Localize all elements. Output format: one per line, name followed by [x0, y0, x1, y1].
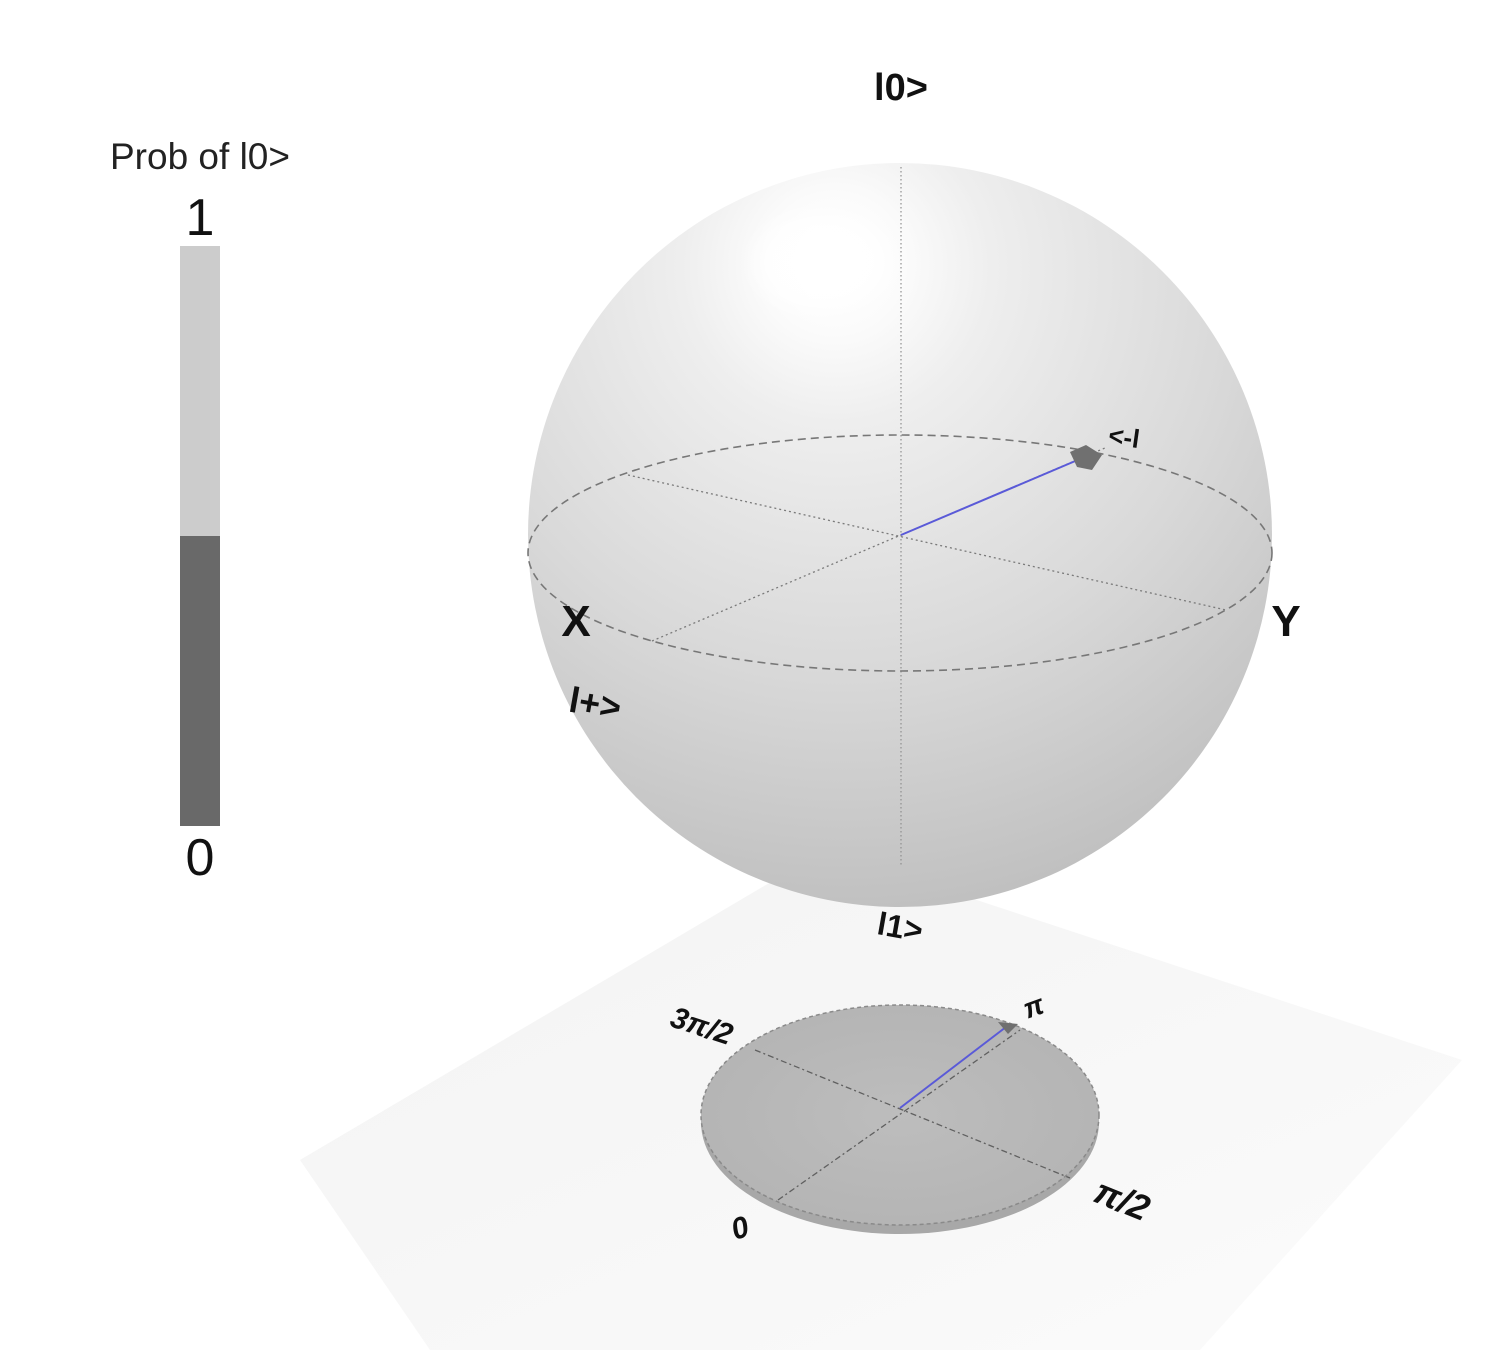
- sphere-surface: [528, 163, 1272, 907]
- bloch-sphere: l0> l1> X Y l+> <-l: [527, 67, 1301, 949]
- phase-disk-axis-diagonal-a: [754, 1049, 1071, 1179]
- phase-vector-head: [998, 1022, 1018, 1034]
- x-axis-line: [627, 474, 1227, 611]
- phase-vector: [899, 1026, 1007, 1109]
- sphere-label-ket-one: l1>: [875, 905, 926, 948]
- probability-bar: [180, 246, 220, 826]
- equator-ellipse: [527, 434, 1273, 672]
- sphere-label-ket-plus: l+>: [566, 679, 624, 728]
- probability-tick-one: 1: [185, 189, 215, 247]
- sphere-specular-highlight: [740, 202, 904, 322]
- state-vector: [900, 458, 1081, 536]
- sphere-label-ket-zero: l0>: [874, 67, 928, 109]
- probability-bar-panel: Prob of l0> 1 0: [60, 130, 340, 890]
- phase-disk: 0 π/2 π 3π/2: [666, 988, 1155, 1246]
- sphere-label-state: <-l: [1107, 420, 1142, 454]
- phase-disk-face: [700, 1004, 1100, 1226]
- state-vector-head: [1070, 445, 1102, 470]
- probability-bar-zero-segment: [180, 246, 220, 536]
- sphere-label-y: Y: [1271, 597, 1300, 646]
- probability-bar-one-segment: [180, 536, 220, 826]
- probability-bar-title: Prob of l0>: [110, 136, 290, 177]
- probability-tick-zero: 0: [185, 829, 215, 887]
- sphere-label-x: X: [561, 597, 590, 646]
